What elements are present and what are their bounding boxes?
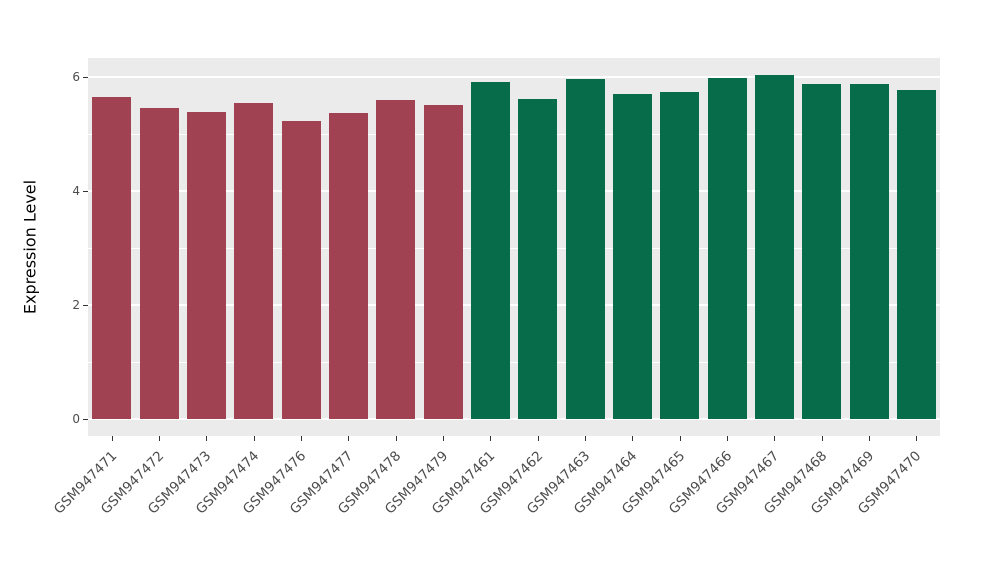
minor-gridline <box>88 362 940 363</box>
bar-GSM947476 <box>282 121 321 419</box>
major-gridline <box>88 190 940 192</box>
x-tick-mark <box>680 436 681 441</box>
minor-gridline <box>88 134 940 135</box>
bar-GSM947479 <box>424 105 463 419</box>
y-axis-title: Expression Level <box>20 179 40 315</box>
x-tick-mark <box>490 436 491 441</box>
x-tick-mark <box>822 436 823 441</box>
y-tick-label: 2 <box>72 298 80 312</box>
x-tick-mark <box>206 436 207 441</box>
x-tick-mark <box>443 436 444 441</box>
bar-GSM947478 <box>376 100 415 419</box>
bar-GSM947461 <box>471 82 510 419</box>
x-tick-mark <box>396 436 397 441</box>
x-tick-mark <box>727 436 728 441</box>
y-tick-mark <box>83 419 88 420</box>
bar-GSM947472 <box>140 108 179 419</box>
x-tick-mark <box>112 436 113 441</box>
x-tick-mark <box>348 436 349 441</box>
y-tick-label: 4 <box>72 184 80 198</box>
bar-GSM947467 <box>755 75 794 419</box>
bar-GSM947471 <box>92 97 131 419</box>
x-tick-mark <box>585 436 586 441</box>
x-tick-mark <box>869 436 870 441</box>
minor-gridline <box>88 248 940 249</box>
y-tick-mark <box>83 191 88 192</box>
bar-GSM947474 <box>234 103 273 419</box>
bar-GSM947464 <box>613 94 652 419</box>
x-tick-mark <box>254 436 255 441</box>
x-tick-mark <box>301 436 302 441</box>
bar-GSM947463 <box>566 79 605 419</box>
x-tick-mark <box>159 436 160 441</box>
bar-GSM947470 <box>897 90 936 419</box>
y-tick-mark <box>83 305 88 306</box>
y-tick-label: 6 <box>72 70 80 84</box>
major-gridline <box>88 76 940 78</box>
x-tick-mark <box>538 436 539 441</box>
bar-GSM947468 <box>802 84 841 419</box>
major-gridline <box>88 304 940 306</box>
y-axis-tick-labels: 0 2 4 6 <box>52 58 80 436</box>
bar-GSM947473 <box>187 112 226 419</box>
x-tick-mark <box>774 436 775 441</box>
y-tick-mark <box>83 77 88 78</box>
major-gridline <box>88 418 940 420</box>
bar-GSM947466 <box>708 78 747 419</box>
x-tick-mark <box>632 436 633 441</box>
bar-GSM947469 <box>850 84 889 419</box>
x-tick-mark <box>916 436 917 441</box>
bar-GSM947465 <box>660 92 699 419</box>
y-tick-label: 0 <box>72 412 80 426</box>
bar-GSM947462 <box>518 99 557 419</box>
bar-GSM947477 <box>329 113 368 419</box>
plot-panel <box>88 58 940 436</box>
